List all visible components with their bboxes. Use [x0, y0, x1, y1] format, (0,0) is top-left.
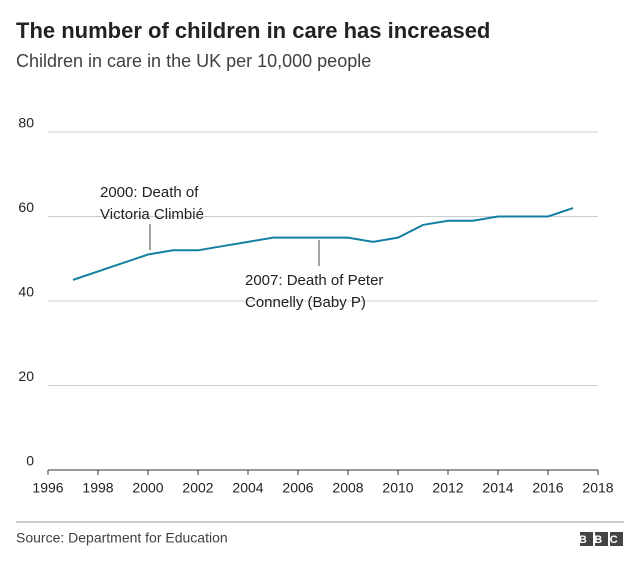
x-tick-label: 1996 [32, 480, 63, 496]
chart-subtitle: Children in care in the UK per 10,000 pe… [16, 51, 371, 71]
annotation: 2000: Death of [100, 184, 199, 201]
logo-block [610, 532, 623, 546]
x-tick-label: 2014 [482, 480, 513, 496]
chart-title: The number of children in care has incre… [16, 18, 490, 43]
y-tick-label: 80 [18, 115, 34, 131]
y-tick-label: 0 [26, 453, 34, 469]
annotation: 2007: Death of Peter [245, 272, 383, 289]
data-line [72, 207, 574, 281]
source: Source: Department for Education [16, 530, 228, 546]
logo-block [595, 532, 608, 546]
x-tick-label: 2002 [182, 480, 213, 496]
logo: BBC [579, 534, 625, 546]
x-tick-label: 2008 [332, 480, 363, 496]
x-tick-label: 2016 [532, 480, 563, 496]
logo-block [580, 532, 593, 546]
x-tick-label: 2000 [132, 480, 163, 496]
annotation: Victoria Climbié [100, 206, 204, 223]
x-tick-label: 1998 [82, 480, 113, 496]
y-tick-label: 60 [18, 199, 34, 215]
y-tick-label: 20 [18, 368, 34, 384]
annotation: Connelly (Baby P) [245, 294, 366, 311]
x-tick-label: 2010 [382, 480, 413, 496]
x-tick-label: 2004 [232, 480, 263, 496]
x-tick-label: 2012 [432, 480, 463, 496]
x-tick-label: 2018 [582, 480, 613, 496]
x-tick-label: 2006 [282, 480, 313, 496]
y-tick-label: 40 [18, 284, 34, 300]
